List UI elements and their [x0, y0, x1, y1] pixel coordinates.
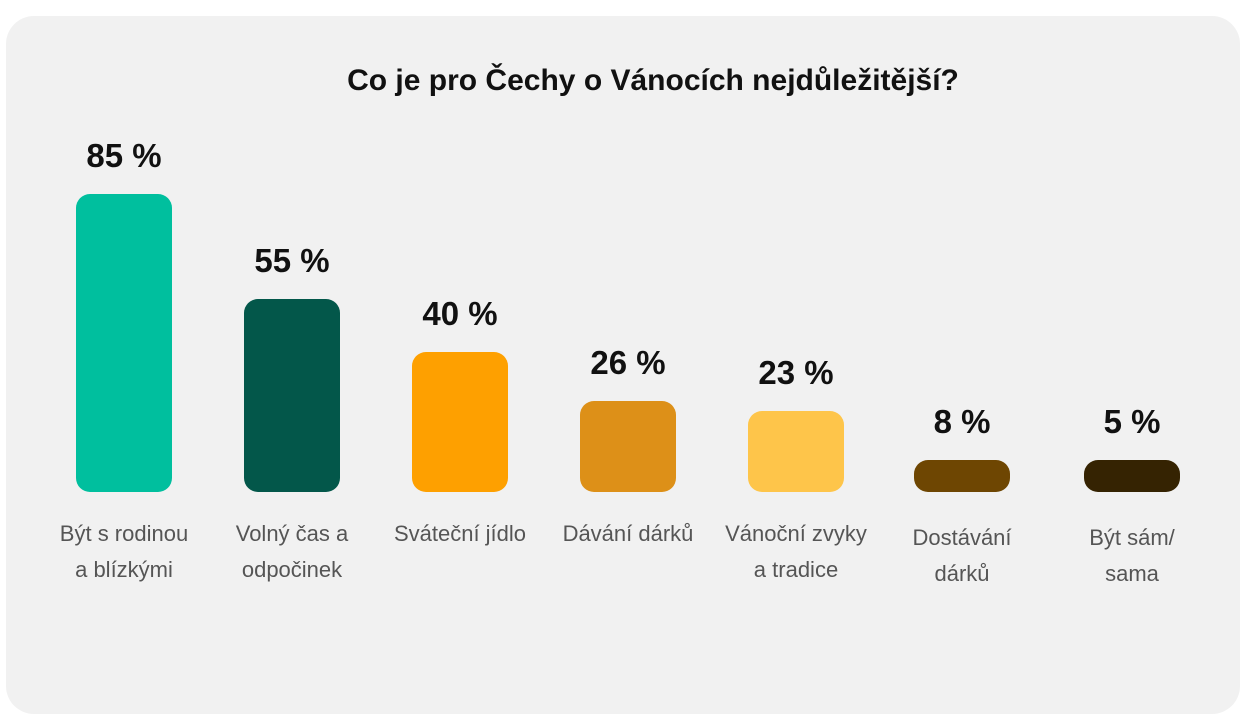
chart-title: Co je pro Čechy o Vánocích nejdůležitějš…	[347, 64, 959, 97]
bar-4	[580, 401, 676, 492]
value-label-1: 85 %	[86, 137, 161, 174]
category-label-7: sama	[1105, 561, 1160, 586]
bar-2	[244, 299, 340, 492]
bar-3	[412, 352, 508, 492]
category-label-6: dárků	[934, 561, 989, 586]
chart-card	[6, 16, 1240, 714]
bar-1	[76, 194, 172, 492]
value-label-2: 55 %	[254, 242, 329, 279]
category-label-6: Dostávání	[912, 525, 1011, 550]
bar-5	[748, 411, 844, 492]
bar-7	[1084, 460, 1180, 492]
value-label-3: 40 %	[422, 295, 497, 332]
value-label-7: 5 %	[1104, 403, 1161, 440]
bar-6	[914, 460, 1010, 492]
category-label-1: Být s rodinou	[60, 521, 188, 546]
category-label-2: Volný čas a	[236, 521, 349, 546]
value-label-6: 8 %	[934, 403, 991, 440]
category-label-4: Dávání dárků	[563, 521, 694, 546]
value-label-5: 23 %	[758, 354, 833, 391]
category-label-2: odpočinek	[242, 557, 343, 582]
value-label-4: 26 %	[590, 344, 665, 381]
category-label-5: a tradice	[754, 557, 838, 582]
category-label-3: Sváteční jídlo	[394, 521, 526, 546]
category-label-1: a blízkými	[75, 557, 173, 582]
category-label-7: Být sám/	[1089, 525, 1175, 550]
category-label-5: Vánoční zvyky	[725, 521, 867, 546]
